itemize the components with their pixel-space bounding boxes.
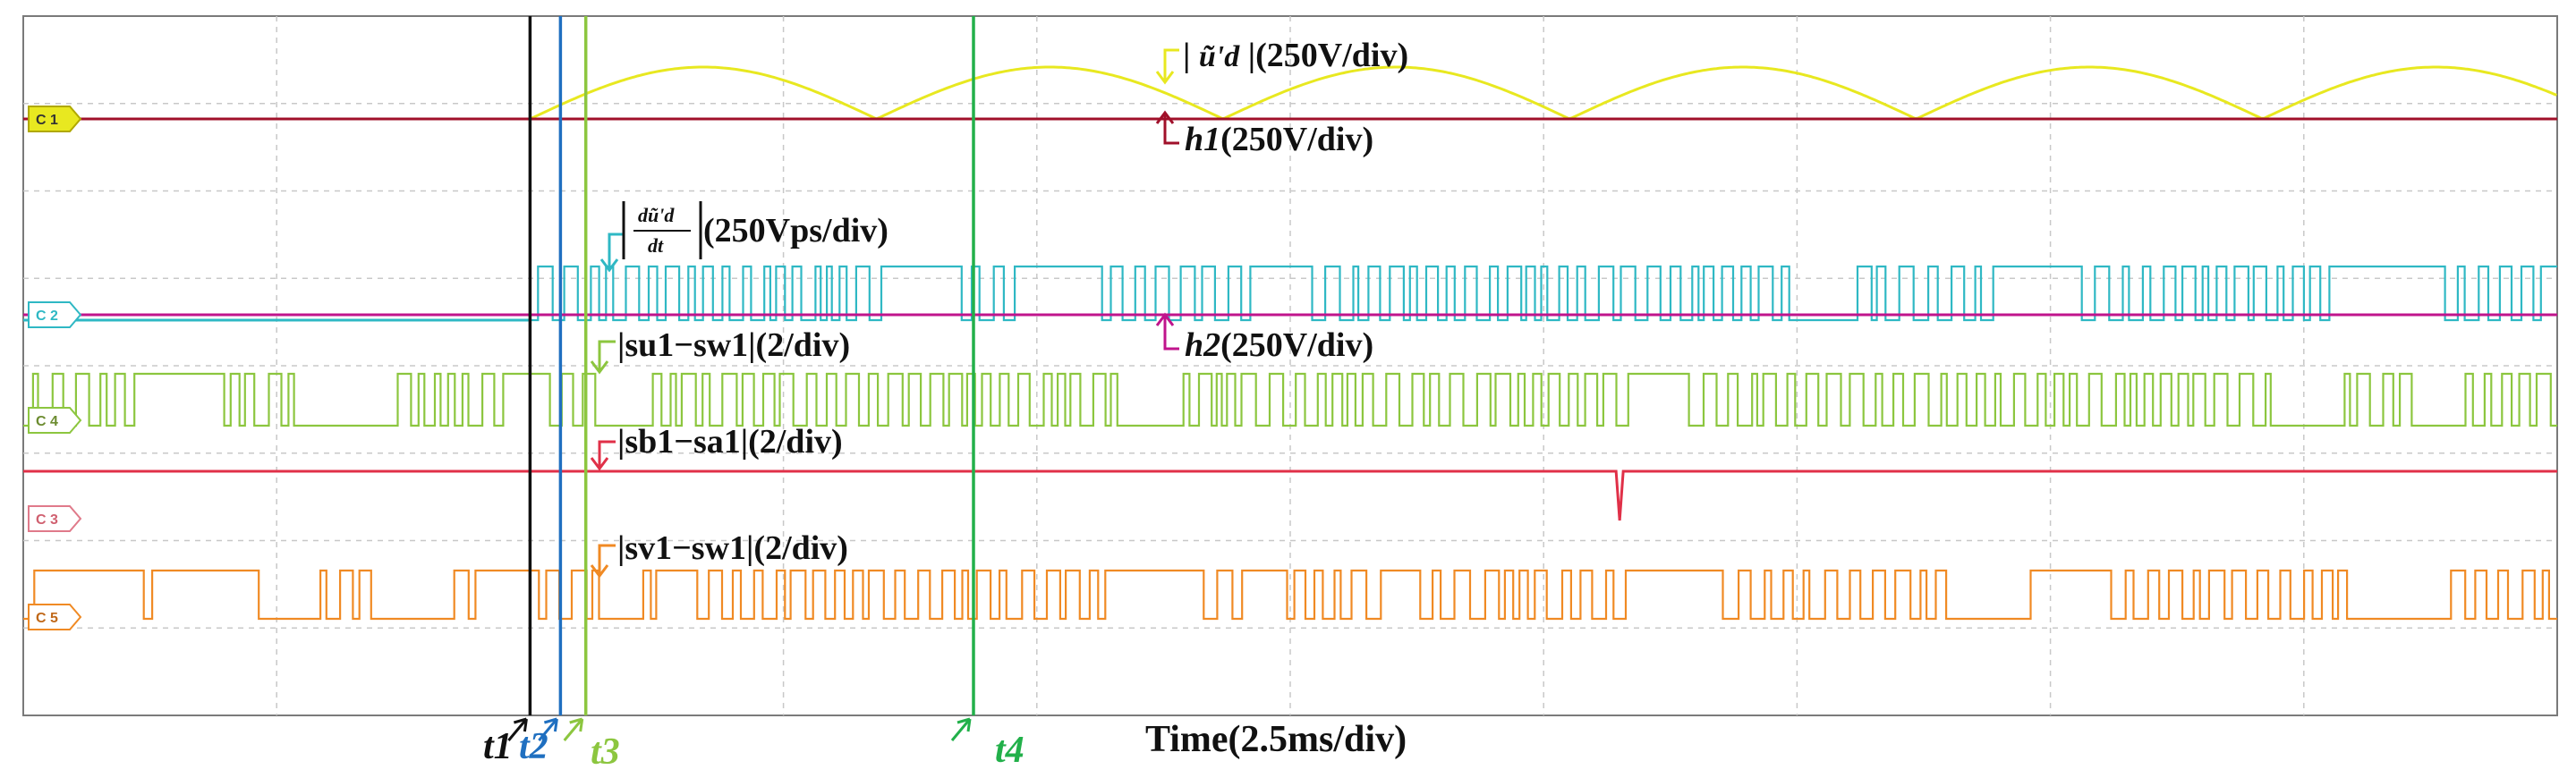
channel-tag-label-c2: C 2	[36, 309, 58, 324]
marker-arrowhead-t3	[569, 717, 584, 732]
channel-tag-label-c3: C 3	[36, 512, 58, 528]
marker-arrowhead-t4	[956, 717, 972, 732]
arrow-c1-signal	[1163, 48, 1179, 82]
label-sv: |sv1−sw1|(2/div)	[617, 529, 848, 567]
marker-arrow-t4	[950, 718, 972, 741]
annotation-arrows	[590, 48, 1179, 579]
trace-c2	[530, 265, 2557, 322]
label-c1-signal: | ũ'd |(250V/div)	[1183, 37, 1408, 74]
channel-tags: C 1 C 2 C 4 C 3 C 5	[28, 106, 82, 630]
svg-text:dũ'd: dũ'd	[638, 204, 675, 226]
arrow-derivative-head	[599, 258, 619, 273]
channel-tag-label-c5: C 5	[36, 611, 58, 626]
svg-text:dt: dt	[648, 234, 664, 257]
arrow-su-head	[590, 360, 609, 375]
arrow-h1-head	[1155, 110, 1175, 124]
trace-c5	[23, 569, 2557, 621]
arrow-c1-signal-head	[1155, 71, 1175, 85]
marker-arrow-t1	[507, 718, 528, 741]
arrow-su	[598, 340, 616, 372]
marker-label-t4: t4	[995, 730, 1024, 771]
arrow-h2	[1163, 315, 1179, 351]
trace-c1	[23, 65, 2557, 121]
channel-tag-c1	[28, 106, 82, 132]
label-h1: h1(250V/div)	[1185, 121, 1373, 158]
marker-arrowhead-t2	[543, 717, 558, 732]
svg-text:(250Vps/div): (250Vps/div)	[703, 212, 888, 249]
trace-c4	[23, 372, 2557, 427]
waveforms	[23, 65, 2557, 621]
svg-text:h2(250V/div): h2(250V/div)	[1185, 326, 1373, 364]
channel-tag-label-c1: C 1	[36, 113, 58, 128]
label-derivative: dũ'd dt (250Vps/div)	[622, 201, 888, 259]
arrow-sv-head	[590, 564, 609, 579]
grid	[23, 16, 2557, 715]
trace-c3	[23, 469, 2557, 521]
svg-text:| ũ'd |(250V/div): | ũ'd |(250V/div)	[1183, 37, 1408, 74]
channel-tag-label-c4: C 4	[36, 414, 58, 429]
x-axis-label: Time(2.5ms/div)	[1145, 719, 1407, 760]
time-markers	[507, 16, 975, 741]
arrow-sv	[598, 544, 616, 576]
arrow-sb	[598, 440, 616, 469]
arrow-h1	[1163, 113, 1179, 145]
arrow-h2-head	[1155, 312, 1175, 326]
label-sb: |sb1−sa1|(2/div)	[617, 423, 843, 461]
marker-arrow-t3	[563, 718, 583, 741]
arrow-sb-head	[590, 457, 609, 471]
svg-text:h1(250V/div): h1(250V/div)	[1185, 121, 1373, 158]
channel-tag-c2	[28, 301, 82, 328]
marker-label-t2: t2	[519, 726, 548, 767]
marker-label-t3: t3	[591, 731, 620, 773]
channel-tag-c3	[28, 505, 82, 532]
marker-arrowhead-t1	[513, 717, 528, 732]
channel-tag-c4	[28, 407, 82, 434]
channel-tag-c5	[28, 604, 82, 630]
marker-arrow-t2	[538, 718, 558, 741]
label-su: |su1−sw1|(2/div)	[617, 326, 850, 364]
label-h2: h2(250V/div)	[1185, 326, 1373, 364]
marker-label-t1: t1	[483, 726, 513, 767]
arrow-derivative	[608, 233, 624, 270]
